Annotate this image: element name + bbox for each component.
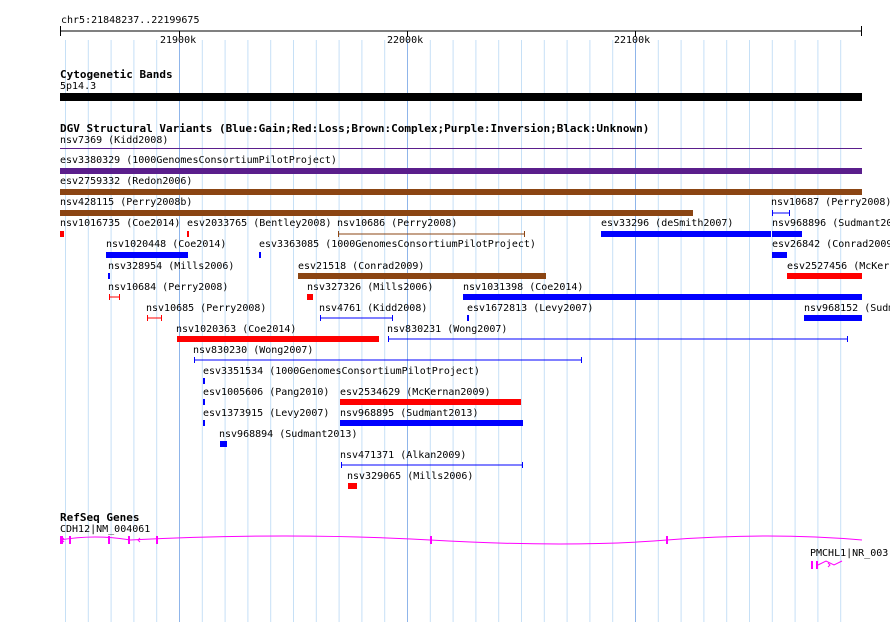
dgv-track-title: DGV Structural Variants (Blue:Gain;Red:L… <box>60 122 650 135</box>
variant-bar-loss[interactable] <box>177 336 379 342</box>
variant-bar-loss[interactable] <box>787 273 862 279</box>
variant-bar-complex[interactable] <box>60 189 862 195</box>
variant-bar-loss[interactable] <box>340 399 521 405</box>
variant-bar-gain[interactable] <box>108 273 110 279</box>
variant-bar-gain[interactable] <box>259 252 261 258</box>
variant-label[interactable]: nsv471371 (Alkan2009) <box>340 450 467 461</box>
variant-bar-gain[interactable] <box>203 399 205 405</box>
variant-label[interactable]: nsv1020363 (Coe2014) <box>176 324 297 335</box>
variant-bar-gain[interactable] <box>340 420 523 426</box>
variant-label[interactable]: esv1373915 (Levy2007) <box>203 408 330 419</box>
variant-label[interactable]: esv33296 (deSmith2007) <box>601 218 734 229</box>
variant-label[interactable]: esv1672813 (Levy2007) <box>467 303 594 314</box>
variant-bar-gain[interactable] <box>220 441 227 447</box>
gene-label[interactable]: PMCHL1|NR_003 <box>810 548 889 559</box>
ruler-tick-label: 21900k <box>160 35 197 46</box>
variant-bar-loss[interactable] <box>307 294 313 300</box>
variant-label[interactable]: nsv4761 (Kidd2008) <box>319 303 428 314</box>
variant-label[interactable]: nsv1020448 (Coe2014) <box>106 239 227 250</box>
variant-label[interactable]: nsv968895 (Sudmant2013) <box>340 408 479 419</box>
variant-bar-gain[interactable] <box>601 231 771 237</box>
variant-label[interactable]: nsv830230 (Wong2007) <box>193 345 314 356</box>
variant-label[interactable]: esv3363085 (1000GenomesConsortiumPilotPr… <box>259 239 536 250</box>
refseq-track-title: RefSeq Genes <box>60 511 140 524</box>
variant-bar-gain[interactable] <box>772 252 787 258</box>
variant-bar-gain[interactable] <box>463 294 862 300</box>
variant-label[interactable]: nsv10687 (Perry2008) <box>771 197 890 208</box>
variant-label[interactable]: nsv10686 (Perry2008) <box>337 218 458 229</box>
variant-label[interactable]: nsv10685 (Perry2008) <box>146 303 267 314</box>
variant-label[interactable]: esv2534629 (McKernan2009) <box>340 387 491 398</box>
variant-bar-gain[interactable] <box>467 315 469 321</box>
variant-bar-loss[interactable] <box>348 483 357 489</box>
variant-label[interactable]: nsv968896 (Sudmant2013) <box>772 218 890 229</box>
variant-bar-loss[interactable] <box>187 231 189 237</box>
variant-label[interactable]: esv3380329 (1000GenomesConsortiumPilotPr… <box>60 155 337 166</box>
cytobands-track-title: Cytogenetic Bands <box>60 68 173 81</box>
variant-label[interactable]: esv2759332 (Redon2006) <box>60 176 193 187</box>
variant-label[interactable]: nsv968894 (Sudmant2013) <box>219 429 358 440</box>
variant-label[interactable]: nsv1016735 (Coe2014) <box>60 218 181 229</box>
variant-label[interactable]: esv2033765 (Bentley2008) <box>187 218 332 229</box>
gene-label[interactable]: CDH12|NM_004061 <box>60 524 151 535</box>
variant-bar-inversion[interactable] <box>60 168 862 174</box>
variant-label[interactable]: nsv830231 (Wong2007) <box>387 324 508 335</box>
variant-label[interactable]: esv2527456 (McKernan2009) <box>787 261 890 272</box>
cytoband-bar[interactable] <box>60 93 862 101</box>
variant-bar-complex[interactable] <box>298 273 546 279</box>
variant-bar-gain[interactable] <box>203 378 205 384</box>
variant-label[interactable]: esv1005606 (Pang2010) <box>203 387 330 398</box>
variant-label[interactable]: nsv968152 (Sudmant2013) <box>804 303 890 314</box>
ruler-tick-label: 22000k <box>387 35 424 46</box>
variant-label[interactable]: nsv428115 (Perry2008b) <box>60 197 193 208</box>
variant-label[interactable]: nsv328954 (Mills2006) <box>108 261 235 272</box>
variant-label[interactable]: nsv10684 (Perry2008) <box>108 282 229 293</box>
ruler-location: chr5:21848237..22199675 <box>61 15 200 26</box>
variant-bar-inversion[interactable] <box>60 148 862 149</box>
ruler[interactable] <box>0 0 890 45</box>
variant-label[interactable]: esv3351534 (1000GenomesConsortiumPilotPr… <box>203 366 480 377</box>
cytoband-label: 5p14.3 <box>60 81 97 92</box>
variant-bar-gain[interactable] <box>106 252 188 258</box>
variant-label[interactable]: nsv7369 (Kidd2008) <box>60 135 169 146</box>
variant-label[interactable]: esv26842 (Conrad2009) <box>772 239 890 250</box>
variant-bar-gain[interactable] <box>772 231 802 237</box>
variant-bar-loss[interactable] <box>60 231 64 237</box>
variant-bar-gain[interactable] <box>203 420 205 426</box>
variant-label[interactable]: nsv1031398 (Coe2014) <box>463 282 584 293</box>
variant-bar-complex[interactable] <box>60 210 693 216</box>
variant-bar-gain[interactable] <box>804 315 862 321</box>
variant-label[interactable]: esv21518 (Conrad2009) <box>298 261 425 272</box>
variant-label[interactable]: nsv327326 (Mills2006) <box>307 282 434 293</box>
ruler-tick-label: 22100k <box>614 35 651 46</box>
variant-label[interactable]: nsv329065 (Mills2006) <box>347 471 474 482</box>
